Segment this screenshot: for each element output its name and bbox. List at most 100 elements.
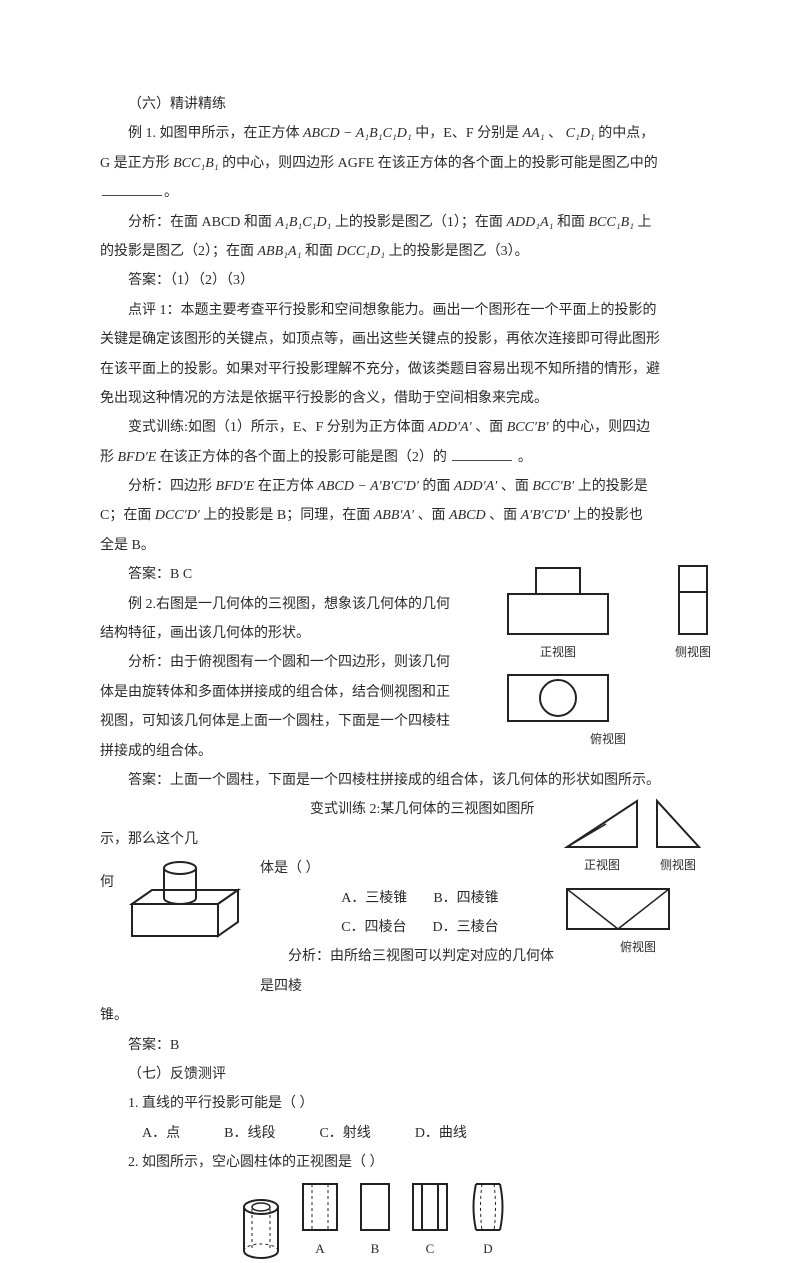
q1-options: A．点 B．线段 C．射线 D．曲线 bbox=[142, 1119, 713, 1148]
top-view-label: 俯视图 bbox=[503, 727, 713, 752]
face: ABB′A′ bbox=[374, 508, 414, 523]
top-view: 俯视图 bbox=[503, 671, 713, 752]
q2: 2. 如图所示，空心圆柱体的正视图是（ ） bbox=[100, 1148, 713, 1177]
tri-front-label: 正视图 bbox=[563, 853, 641, 878]
t: 和面 bbox=[557, 215, 589, 230]
t: 。 bbox=[518, 450, 532, 465]
t: 的投影是图乙（2）；在面 bbox=[100, 244, 258, 259]
var1-analysis-1: 分析：四边形 BFD′E 在正方体 ABCD − A′B′C′D′ 的面 ADD… bbox=[100, 472, 713, 501]
t: C；在面 bbox=[100, 508, 155, 523]
lbl-c: C bbox=[410, 1235, 450, 1262]
q2-opt-a[interactable]: A bbox=[300, 1181, 340, 1262]
fill-blank[interactable] bbox=[102, 183, 162, 197]
tri-front-view: 正视图 bbox=[563, 795, 641, 878]
t: 的中心，则四边 bbox=[552, 420, 650, 435]
side-view: 侧视图 bbox=[673, 564, 713, 665]
q2-opt-b[interactable]: B bbox=[358, 1181, 392, 1262]
cube: ABCD − A′B′C′D′ bbox=[317, 479, 419, 494]
fill-blank[interactable] bbox=[452, 447, 512, 461]
ex1-line1: 例 1. 如图甲所示，在正方体 ABCD − A₁B₁C₁D₁ 中，E、F 分别… bbox=[100, 119, 713, 148]
tri-side-label: 侧视图 bbox=[653, 853, 703, 878]
face: ADD′A′ bbox=[428, 420, 471, 435]
var2-answer: 答案：B bbox=[100, 1031, 713, 1060]
three-views-figure: 正视图 侧视图 俯视图 bbox=[503, 564, 713, 752]
math-cube: ABCD − A₁B₁C₁D₁ bbox=[303, 126, 412, 141]
face: DCC₁D₁ bbox=[336, 244, 385, 259]
var2-body-wrap: 何 体是（ ） A．三棱锥 B．四棱锥 C．四棱台 D．三 bbox=[100, 854, 557, 1001]
t: 上 bbox=[638, 215, 652, 230]
face: BCC₁B₁ bbox=[589, 215, 635, 230]
ex1-analysis-1: 分析：在面 ABCD 和面 A₁B₁C₁D₁ 上的投影是图乙（1）；在面 ADD… bbox=[100, 208, 713, 237]
opt-d[interactable]: D．三棱台 bbox=[433, 913, 499, 942]
opt-b[interactable]: B．四棱锥 bbox=[433, 884, 498, 913]
t: 。 bbox=[164, 185, 178, 200]
t: 例 1. 如图甲所示，在正方体 bbox=[128, 126, 303, 141]
face: ADD₁A₁ bbox=[506, 215, 553, 230]
lbl-b: B bbox=[358, 1235, 392, 1262]
q1-opt-d[interactable]: D．曲线 bbox=[415, 1119, 467, 1148]
t: 上的投影也 bbox=[573, 508, 643, 523]
ex2-answer: 答案：上面一个圆柱，下面是一个四棱柱拼接成的组合体，该几何体的形状如图所示。 bbox=[100, 766, 713, 795]
tri-side-view: 侧视图 bbox=[653, 795, 703, 878]
quad: BFD′E bbox=[216, 479, 255, 494]
var2-options-row2: C．四棱台 D．三棱台 bbox=[341, 913, 557, 942]
face: ADD′A′ bbox=[454, 479, 497, 494]
opt-a[interactable]: A．三棱锥 bbox=[341, 884, 407, 913]
q2-figure-row: A B C bbox=[240, 1181, 713, 1262]
t: 的面 bbox=[422, 479, 454, 494]
t: 变式训练:如图（1）所示，E、F 分别为正方体面 bbox=[128, 420, 428, 435]
face: ABCD bbox=[449, 508, 486, 523]
var2-options-row1: A．三棱锥 B．四棱锥 bbox=[341, 884, 557, 913]
side-view-label: 侧视图 bbox=[673, 640, 713, 665]
t: 和面 bbox=[305, 244, 337, 259]
opt-c[interactable]: C．四棱台 bbox=[341, 913, 406, 942]
ex1-answer: 答案：（1）（2）（3） bbox=[100, 266, 713, 295]
t: 在该正方体的各个面上的投影可能是图（2）的 bbox=[160, 450, 447, 465]
t: 在正方体 bbox=[258, 479, 318, 494]
var2-body-q: 体是（ ） bbox=[260, 854, 557, 883]
t: 、面 bbox=[501, 479, 533, 494]
var2-analysis: 分析：由所给三视图可以判定对应的几何体是四棱 bbox=[260, 942, 557, 1001]
q1-opt-a[interactable]: A．点 bbox=[142, 1119, 180, 1148]
q2-opt-c[interactable]: C bbox=[410, 1181, 450, 1262]
front-view: 正视图 bbox=[503, 564, 613, 665]
t: 、面 bbox=[475, 420, 507, 435]
var2-zhui: 锥。 bbox=[100, 1001, 713, 1030]
var2-he: 何 bbox=[100, 854, 114, 897]
ex1-analysis-2: 的投影是图乙（2）；在面 ABB₁A₁ 和面 DCC₁D₁ 上的投影是图乙（3）… bbox=[100, 237, 713, 266]
ex1-line2: G 是正方形 BCC₁B₁ 的中心，则四边形 AGFE 在该正方体的各个面上的投… bbox=[100, 149, 713, 178]
q1-opt-c[interactable]: C．射线 bbox=[319, 1119, 370, 1148]
var1-analysis-3: 全是 B。 bbox=[100, 531, 713, 560]
face: A₁B₁C₁D₁ bbox=[275, 215, 331, 230]
t: 、 bbox=[548, 126, 562, 141]
face: BCC₁B₁ bbox=[173, 156, 219, 171]
t: 、面 bbox=[489, 508, 521, 523]
t: 中，E、F 分别是 bbox=[415, 126, 522, 141]
q1-opt-b[interactable]: B．线段 bbox=[224, 1119, 275, 1148]
var1-line2: 形 BFD′E 在该正方体的各个面上的投影可能是图（2）的 。 bbox=[100, 443, 713, 472]
t: 的中心，则四边形 AGFE 在该正方体的各个面上的投影可能是图乙中的 bbox=[222, 156, 658, 171]
ex1-comment-3: 在该平面上的投影。如果对平行投影理解不充分，做该类题目容易出现不知所措的情形，避 bbox=[100, 355, 713, 384]
t: 分析：四边形 bbox=[128, 479, 216, 494]
face: ABB₁A₁ bbox=[258, 244, 302, 259]
hollow-cylinder-icon bbox=[240, 1197, 282, 1263]
quad: BFD′E bbox=[118, 450, 157, 465]
q2-opt-d[interactable]: D bbox=[468, 1181, 508, 1262]
t: 形 bbox=[100, 450, 118, 465]
ex1-comment-2: 关键是确定该图形的关键点，如顶点等，画出这些关键点的投影，再依次连接即可得此图形 bbox=[100, 325, 713, 354]
triangle-views-figure: 正视图 侧视图 俯视图 bbox=[563, 795, 713, 959]
t: 分析：在面 ABCD 和面 bbox=[128, 215, 275, 230]
seg: C₁D₁ bbox=[566, 126, 595, 141]
section-7-title: （七）反馈测评 bbox=[100, 1060, 713, 1089]
var1-line1: 变式训练:如图（1）所示，E、F 分别为正方体面 ADD′A′ 、面 BCC′B… bbox=[100, 413, 713, 442]
var1-analysis-2: C；在面 DCC′D′ 上的投影是 B；同理，在面 ABB′A′ 、面 ABCD… bbox=[100, 501, 713, 530]
ex1-comment-1: 点评 1：本题主要考查平行投影和空间想象能力。画出一个图形在一个平面上的投影的 bbox=[100, 296, 713, 325]
t: 上的投影是 B；同理，在面 bbox=[203, 508, 373, 523]
face: BCC′B′ bbox=[532, 479, 574, 494]
face: A′B′C′D′ bbox=[521, 508, 570, 523]
lbl-d: D bbox=[468, 1235, 508, 1262]
q1: 1. 直线的平行投影可能是（ ） bbox=[100, 1089, 713, 1118]
section-6-title: （六）精讲精练 bbox=[100, 90, 713, 119]
seg: AA₁ bbox=[523, 126, 545, 141]
t: 上的投影是 bbox=[578, 479, 648, 494]
